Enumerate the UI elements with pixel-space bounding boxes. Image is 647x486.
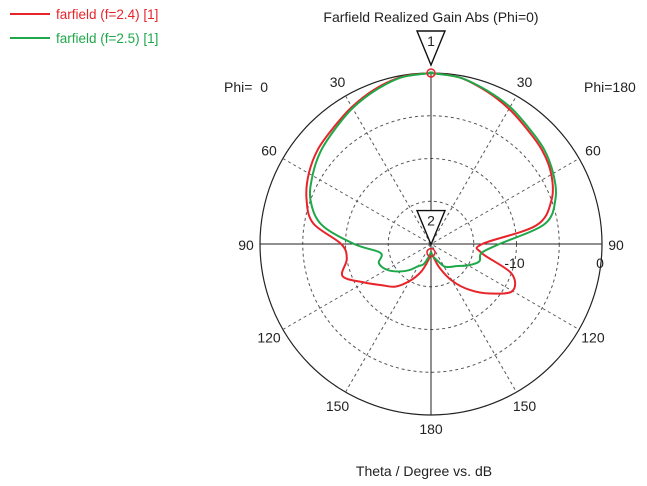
angle-tick-label: 30 bbox=[517, 74, 533, 90]
angle-tick-label: 150 bbox=[513, 398, 537, 414]
angle-tick-label: 150 bbox=[326, 398, 350, 414]
angle-tick-label: 90 bbox=[608, 237, 624, 253]
phi-right-label: Phi=180 bbox=[584, 79, 636, 95]
marker-point bbox=[426, 247, 436, 258]
legend-label-f24: farfield (f=2.4) [1] bbox=[56, 7, 158, 22]
radial-tick-label: 0 bbox=[596, 255, 604, 271]
legend-label-f25: farfield (f=2.5) [1] bbox=[56, 31, 158, 46]
angle-tick-label: 60 bbox=[585, 143, 601, 159]
chart-title: Farfield Realized Gain Abs (Phi=0) bbox=[323, 9, 538, 25]
radial-tick-label: -10 bbox=[504, 255, 524, 271]
marker-flag bbox=[415, 30, 447, 67]
radial-tick-labels: -10 0 bbox=[504, 255, 604, 271]
axis-label: Theta / Degree vs. dB bbox=[356, 463, 492, 479]
marker-label: 1 bbox=[427, 33, 435, 49]
marker-label: 2 bbox=[427, 213, 435, 229]
angle-tick-label: 30 bbox=[330, 74, 346, 90]
marker-flag bbox=[415, 209, 447, 247]
markers: 12 bbox=[415, 30, 447, 258]
angle-tick-label: 120 bbox=[581, 330, 605, 346]
angle-tick-label: 60 bbox=[261, 143, 277, 159]
phi-left-label: Phi= 0 bbox=[224, 79, 268, 95]
angle-tick-label: 120 bbox=[257, 330, 281, 346]
legend: farfield (f=2.4) [1] farfield (f=2.5) [1… bbox=[10, 7, 158, 46]
marker-point bbox=[426, 68, 436, 78]
series-line-1 bbox=[308, 71, 557, 273]
angle-tick-label: 90 bbox=[238, 237, 254, 253]
angle-tick-labels: 30 30 60 60 90 90 120 120 150 150 180 bbox=[238, 74, 624, 437]
pattern-curves bbox=[305, 71, 557, 295]
angle-tick-label: 180 bbox=[419, 421, 443, 437]
